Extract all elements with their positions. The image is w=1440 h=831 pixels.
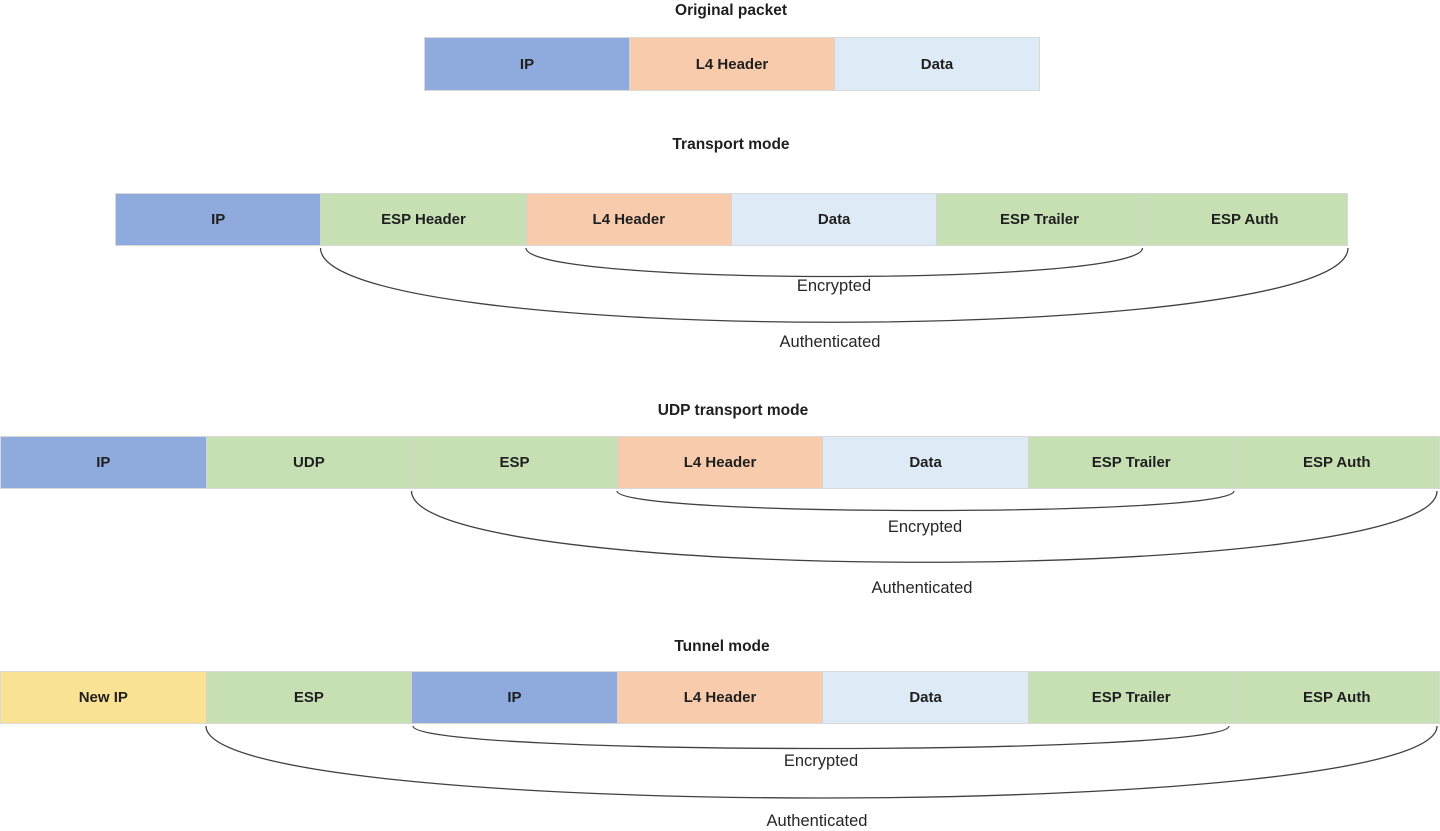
block-esp-trailer: ESP Trailer [1027,672,1234,723]
block-ip: IP [411,672,617,723]
block-esp-trailer: ESP Trailer [1027,437,1234,488]
row-title-transport-mode: Transport mode [672,136,790,153]
block-udp: UDP [205,437,412,488]
block-l4-header: L4 Header [525,194,731,245]
block-esp-trailer: ESP Trailer [936,194,1142,245]
block-data: Data [822,672,1028,723]
encrypted-brace-tunnel [412,725,1230,750]
encrypted-label-udp: Encrypted [887,518,963,536]
row-title-original-packet: Original packet [675,2,787,19]
block-esp: ESP [205,672,412,723]
block-esp-auth: ESP Auth [1233,672,1440,723]
block-esp: ESP [411,437,617,488]
block-new-ip: New IP [1,672,206,723]
block-ip: IP [1,437,206,488]
row-title-tunnel-mode: Tunnel mode [674,638,770,655]
block-esp-auth: ESP Auth [1141,194,1347,245]
encrypted-label-transport: Encrypted [796,277,872,295]
block-l4-header: L4 Header [616,437,823,488]
authenticated-label-transport: Authenticated [779,333,881,351]
block-data: Data [834,38,1039,90]
packet-bar-original: IP L4 Header Data [424,37,1040,91]
packet-bar-tunnel: New IP ESP IP L4 Header Data ESP Trailer… [0,671,1440,724]
encrypted-brace-transport [525,247,1144,278]
encrypted-brace-udp [616,490,1235,512]
block-ip: IP [425,38,629,90]
row-title-udp-transport-mode: UDP transport mode [657,402,809,419]
block-l4-header: L4 Header [629,38,834,90]
encrypted-label-tunnel: Encrypted [783,752,859,770]
packet-bar-transport: IP ESP Header L4 Header Data ESP Trailer… [115,193,1348,246]
block-esp-auth: ESP Auth [1233,437,1440,488]
block-data: Data [730,194,937,245]
block-ip: IP [116,194,321,245]
packet-bar-udp-transport: IP UDP ESP L4 Header Data ESP Trailer ES… [0,436,1440,489]
authenticated-label-udp: Authenticated [871,579,973,597]
block-l4-header: L4 Header [616,672,823,723]
block-data: Data [822,437,1028,488]
authenticated-label-tunnel: Authenticated [766,812,868,830]
block-esp-header: ESP Header [320,194,526,245]
